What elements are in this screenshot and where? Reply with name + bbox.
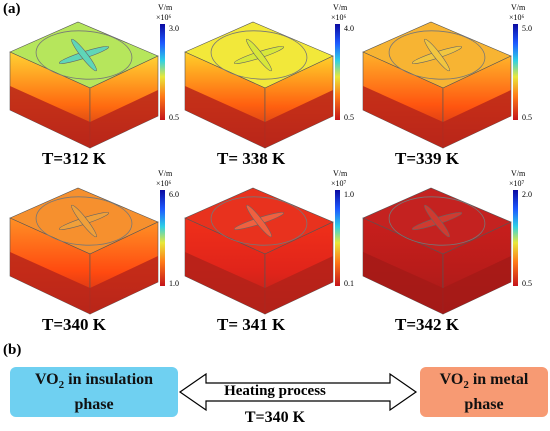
colorbar-scale: ×10⁶ — [156, 13, 172, 22]
circle-outline — [210, 196, 308, 246]
colorbar — [335, 190, 340, 286]
substrate-right — [265, 90, 333, 148]
substrate-left — [363, 86, 443, 148]
cross-arm-2 — [71, 38, 97, 72]
colorbar-min: 0.1 — [344, 279, 354, 288]
cross-arm-2 — [424, 38, 450, 72]
insulation-box-sub: 2 — [58, 379, 65, 392]
insulation-phase-box: VO2 in insulation phase — [10, 367, 178, 417]
field-panel: V/m×10⁶ 4.0 0.5 T= 338 K — [184, 3, 354, 168]
field-panel: V/m×10⁶ 5.0 0.5 T=339 K — [362, 3, 532, 168]
colorbar-unit: V/m — [333, 3, 348, 12]
colorbar-max: 6.0 — [169, 190, 179, 199]
insulation-box-phase: phase — [74, 396, 114, 414]
temperature-label: T=339 K — [395, 149, 460, 168]
substrate-right — [443, 90, 511, 148]
colorbar — [160, 24, 165, 120]
field-panel: V/m×10⁶ 3.0 0.5 T=312 K — [9, 3, 179, 168]
cross-arm-2 — [246, 204, 272, 238]
panel-b-label: (b) — [3, 342, 22, 358]
substrate-right — [443, 256, 511, 314]
temperature-label: T=340 K — [42, 315, 107, 334]
colorbar-scale: ×10⁶ — [156, 179, 172, 188]
colorbar-scale: ×10⁷ — [331, 179, 347, 188]
colorbar-unit: V/m — [511, 3, 526, 12]
substrate-left — [185, 252, 265, 314]
substrate-left — [10, 252, 90, 314]
colorbar — [335, 24, 340, 120]
colorbar-unit: V/m — [511, 169, 526, 178]
temperature-label: T=342 K — [395, 315, 460, 334]
colorbar — [160, 190, 165, 286]
circle-outline — [35, 196, 133, 246]
colorbar-min: 1.0 — [169, 279, 179, 288]
colorbar-unit: V/m — [333, 169, 348, 178]
colorbar-max: 3.0 — [169, 24, 179, 33]
colorbar-max: 4.0 — [344, 24, 354, 33]
colorbar-scale: ×10⁷ — [509, 179, 525, 188]
colorbar-max: 5.0 — [522, 24, 532, 33]
colorbar-scale: ×10⁶ — [331, 13, 347, 22]
circle-outline — [35, 30, 133, 80]
metal-box-rest: in metal — [468, 370, 529, 388]
field-panel: V/m×10⁷ 2.0 0.5 T=342 K — [362, 169, 532, 334]
circle-outline — [388, 196, 486, 246]
metal-box-sub: 2 — [463, 379, 469, 392]
temperature-label: T= 338 K — [217, 149, 286, 168]
colorbar-min: 0.5 — [522, 113, 532, 122]
heating-process-label: Heating process — [224, 383, 326, 399]
circle-outline — [210, 30, 308, 80]
insulation-box-vo: VO — [34, 370, 59, 388]
panel-a-label: (a) — [3, 1, 21, 17]
colorbar-unit: V/m — [158, 3, 173, 12]
heating-arrow — [178, 372, 418, 412]
temperature-label: T= 341 K — [217, 315, 286, 334]
substrate-right — [90, 90, 158, 148]
colorbar — [513, 190, 518, 286]
heating-temperature-label: T=340 K — [244, 409, 306, 426]
temperature-label: T=312 K — [42, 149, 107, 168]
substrate-left — [10, 86, 90, 148]
colorbar-unit: V/m — [158, 169, 173, 178]
double-arrow-icon — [178, 372, 418, 412]
substrate-left — [185, 86, 265, 148]
field-panel: V/m×10⁶ 6.0 1.0 T=340 K — [9, 169, 179, 334]
colorbar-scale: ×10⁶ — [509, 13, 525, 22]
circle-outline — [388, 30, 486, 80]
field-panel: V/m×10⁷ 1.0 0.1 T= 341 K — [184, 169, 354, 334]
substrate-left — [363, 252, 443, 314]
insulation-box-rest: in insulation — [64, 370, 154, 388]
metal-box-phase: phase — [464, 396, 504, 414]
colorbar-min: 0.5 — [522, 279, 532, 288]
colorbar-min: 0.5 — [169, 113, 179, 122]
colorbar — [513, 24, 518, 120]
cross-arm-2 — [71, 204, 97, 238]
substrate-right — [90, 256, 158, 314]
colorbar-max: 1.0 — [344, 190, 354, 199]
cross-arm-2 — [246, 38, 272, 72]
metal-phase-box: VO2 in metal phase — [420, 367, 548, 417]
metal-box-vo: VO — [439, 370, 464, 388]
substrate-right — [265, 256, 333, 314]
cross-arm-2 — [424, 204, 450, 238]
colorbar-max: 2.0 — [522, 190, 532, 199]
colorbar-min: 0.5 — [344, 113, 354, 122]
